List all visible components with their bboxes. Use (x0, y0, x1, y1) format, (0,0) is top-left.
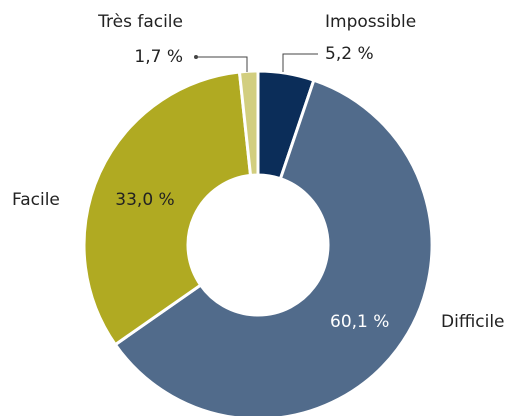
donut-segment (237, 69, 260, 178)
donut-segment (82, 70, 253, 347)
value-label: 5,2 % (325, 44, 374, 64)
category-label: Impossible (325, 12, 416, 32)
leader-dot (194, 55, 198, 59)
value-label: 60,1 % (330, 312, 389, 332)
value-label: 33,0 % (115, 190, 174, 210)
category-label: Très facile (97, 12, 183, 32)
category-label: Difficile (441, 312, 505, 332)
donut-segment (113, 78, 434, 416)
category-label: Facile (12, 190, 60, 210)
leader-line (282, 53, 318, 72)
value-label: 1,7 % (134, 47, 183, 67)
leader-line (196, 56, 248, 72)
